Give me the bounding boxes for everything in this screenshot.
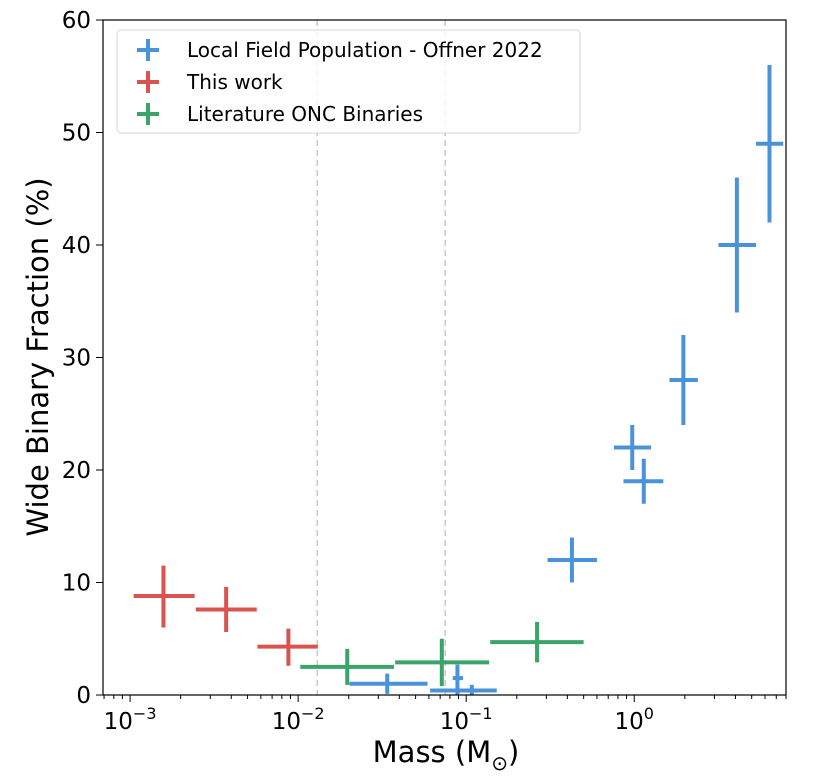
x-tick-label: 100: [615, 704, 654, 735]
data-point: [349, 673, 428, 694]
y-tick-label: 40: [62, 233, 91, 259]
legend-label: Literature ONC Binaries: [187, 102, 423, 126]
legend-item: This work: [137, 70, 283, 94]
data-point: [430, 684, 497, 695]
legend-item: Local Field Population - Offner 2022: [137, 38, 543, 62]
data-point: [623, 458, 664, 504]
y-tick-label: 10: [62, 571, 91, 597]
data-point: [669, 335, 698, 425]
y-tick-label: 0: [76, 683, 91, 709]
y-tick-label: 50: [62, 121, 91, 147]
data-point: [613, 425, 652, 470]
sun-symbol: ⊙: [491, 751, 508, 775]
data-point: [395, 638, 490, 686]
legend-box: [116, 29, 581, 134]
data-marks: [133, 65, 784, 695]
y-tick-label: 60: [62, 8, 91, 34]
series-2: [300, 621, 584, 686]
x-axis-label: Mass (M⊙): [373, 735, 520, 775]
legend-item: Literature ONC Binaries: [137, 102, 423, 126]
data-point: [300, 648, 395, 685]
legend-label: Local Field Population - Offner 2022: [187, 38, 543, 62]
y-axis: 0 10 20 30 40 50 60: [62, 8, 103, 709]
data-point: [547, 537, 597, 583]
legend: Local Field Population - Offner 2022 This…: [116, 29, 581, 134]
data-point: [718, 177, 756, 313]
data-point: [133, 565, 195, 628]
data-point: [755, 65, 784, 223]
data-point: [195, 587, 257, 632]
y-axis-label: Wide Binary Fraction (%): [21, 177, 55, 536]
x-tick-label: 10−1: [440, 704, 493, 735]
data-point: [490, 621, 584, 663]
x-tick-label: 10−2: [272, 704, 325, 735]
series-1: [133, 565, 318, 666]
x-tick-label: 10−3: [104, 704, 157, 735]
data-point: [257, 628, 318, 666]
x-axis: 10−3 10−2 10−1 100: [103, 695, 787, 735]
series-0: [349, 65, 784, 695]
y-tick-label: 20: [62, 458, 91, 484]
y-tick-label: 30: [62, 346, 91, 372]
legend-label: This work: [186, 70, 283, 94]
